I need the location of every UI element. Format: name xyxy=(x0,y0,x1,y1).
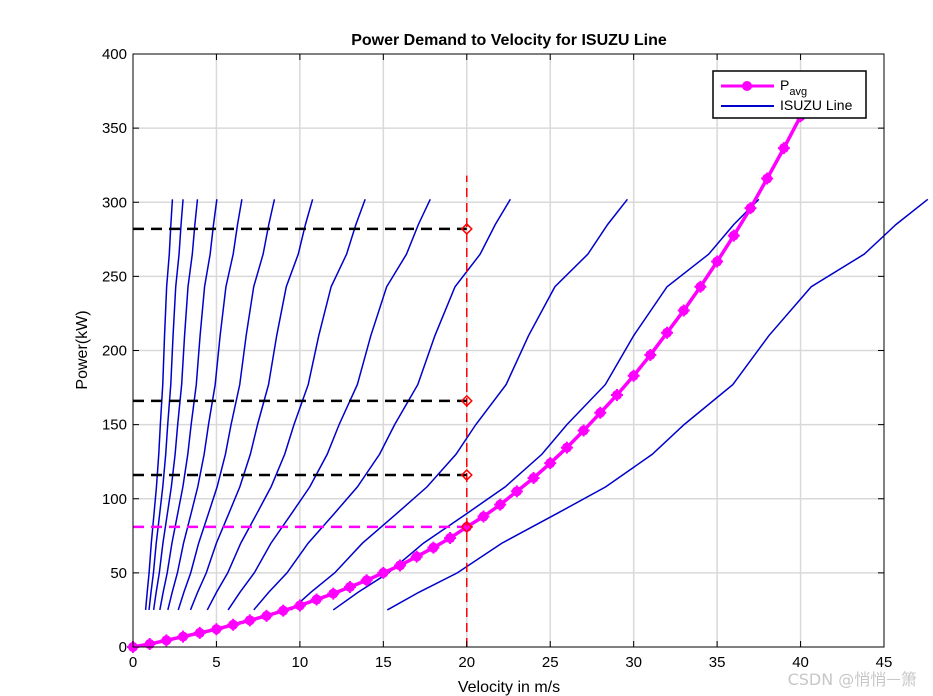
x-tick-label: 35 xyxy=(709,654,726,671)
pavg-point-star xyxy=(744,202,757,215)
pavg-point-star xyxy=(160,634,173,647)
intersection-marker xyxy=(460,222,473,235)
pavg-point-star xyxy=(727,229,740,242)
pavg-point-star xyxy=(711,255,724,268)
pavg-point-star xyxy=(577,424,590,437)
isuzu-curve xyxy=(177,199,276,611)
legend-pavg-subscript: avg xyxy=(789,86,807,98)
y-tick-label: 0 xyxy=(119,639,127,656)
legend-isuzu-label: ISUZU Line xyxy=(780,97,853,113)
pavg-point-star xyxy=(427,541,440,554)
pavg-point-star xyxy=(410,550,423,563)
legend: Pavg ISUZU Line xyxy=(712,70,867,119)
y-axis-label: Power(kW) xyxy=(74,310,91,389)
series-group xyxy=(127,110,929,653)
isuzu-curve xyxy=(144,199,174,611)
pavg-point-star xyxy=(777,142,790,155)
pavg-point-star xyxy=(477,510,490,523)
x-tick-label: 15 xyxy=(375,654,392,671)
y-tick-label: 50 xyxy=(110,565,127,582)
isuzu-curve xyxy=(152,199,199,611)
chart-title: Power Demand to Velocity for ISUZU Line xyxy=(351,32,667,49)
intersection-marker xyxy=(460,394,473,407)
x-tick-label: 40 xyxy=(792,654,809,671)
pavg-point-star xyxy=(644,348,657,361)
isuzu-curve xyxy=(253,198,512,611)
pavg-point-star xyxy=(143,638,156,651)
pavg-point-star xyxy=(610,388,623,401)
y-tick-label: 200 xyxy=(102,343,127,360)
x-tick-label: 5 xyxy=(212,654,220,671)
pavg-point-star xyxy=(177,630,190,643)
pavg-point-star xyxy=(227,618,240,631)
isuzu-curve xyxy=(189,199,314,611)
y-tick-label: 300 xyxy=(102,194,127,211)
y-tick-label: 150 xyxy=(102,417,127,434)
pavg-point-star xyxy=(277,604,290,617)
isuzu-curve xyxy=(148,199,184,611)
pavg-point-star xyxy=(527,471,540,484)
isuzu-curve xyxy=(159,199,218,611)
y-tick-label: 350 xyxy=(102,120,127,137)
pavg-point-star xyxy=(394,559,407,572)
pavg-point-star xyxy=(260,609,273,622)
pavg-point-star xyxy=(327,587,340,600)
pavg-point-star xyxy=(510,485,523,498)
pavg-point-star xyxy=(310,593,323,606)
x-tick-label: 20 xyxy=(458,654,475,671)
legend-pavg-label: Pavg xyxy=(780,77,807,98)
y-tick-label: 400 xyxy=(102,46,127,63)
x-tick-label: 25 xyxy=(542,654,559,671)
watermark: CSDN @悄悄ᅳ箫 xyxy=(787,670,917,689)
isuzu-curve xyxy=(206,199,366,611)
x-tick-label: 45 xyxy=(876,654,893,671)
pavg-point-star xyxy=(210,623,223,636)
isuzu-curve xyxy=(386,198,929,611)
x-tick-label: 0 xyxy=(129,654,137,671)
pavg-point-star xyxy=(494,498,507,511)
x-tick-label: 30 xyxy=(625,654,642,671)
pavg-point-star xyxy=(627,369,640,382)
pavg-point-star xyxy=(360,574,373,587)
legend-pavg-text: P xyxy=(780,77,789,93)
pavg-point-star xyxy=(677,304,690,317)
intersection-marker xyxy=(460,468,473,482)
pavg-point-star xyxy=(343,580,356,593)
annotations xyxy=(133,175,473,647)
pavg-point-star xyxy=(560,441,573,454)
pavg-point-star xyxy=(661,326,674,339)
intersection-marker xyxy=(460,520,473,533)
isuzu-curve xyxy=(290,198,628,611)
y-tick-label: 250 xyxy=(102,268,127,285)
pavg-point-star xyxy=(594,406,607,419)
x-axis-label: Velocity in m/s xyxy=(458,679,560,696)
pavg-point-star xyxy=(243,614,256,627)
pavg-point-star xyxy=(377,566,390,579)
legend-pavg-marker xyxy=(742,81,752,91)
legend-box xyxy=(712,70,867,119)
pavg-point-star xyxy=(694,280,707,293)
pavg-point-star xyxy=(444,532,457,545)
axis-ticks: 0 5 10 15 20 25 30 35 40 45 0 50 100 150 200 250 300 350 4… xyxy=(102,46,892,671)
isuzu-curve xyxy=(227,198,431,611)
pavg-point-star xyxy=(193,626,206,639)
pavg-point-star xyxy=(761,172,774,185)
pavg-point-star xyxy=(293,599,306,612)
pavg-point-star xyxy=(544,457,557,470)
y-tick-label: 100 xyxy=(102,491,127,508)
isuzu-curve xyxy=(167,199,243,611)
x-tick-label: 10 xyxy=(292,654,309,671)
